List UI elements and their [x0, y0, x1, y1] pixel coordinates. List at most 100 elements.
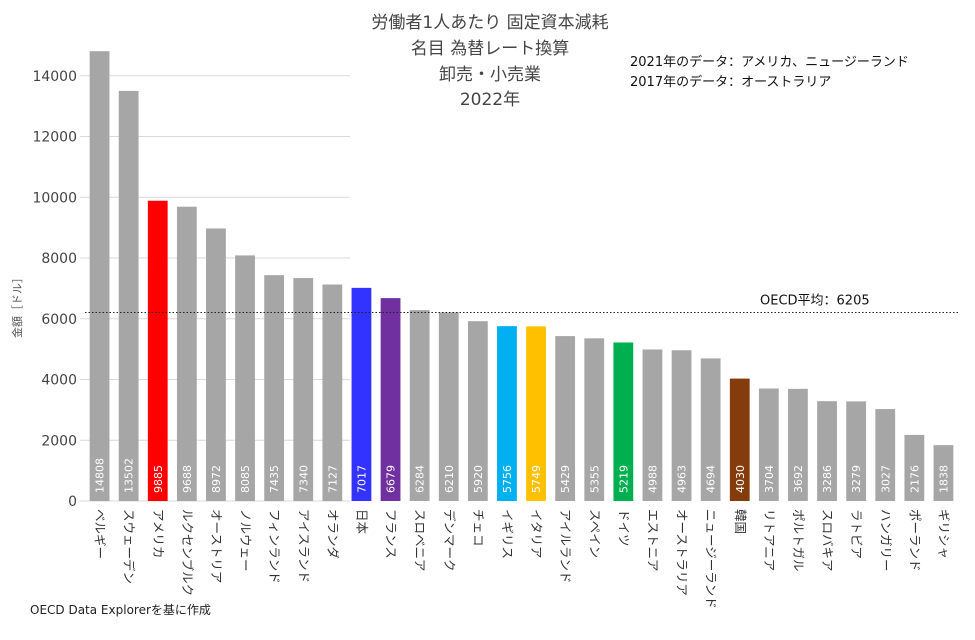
x-tick-label: 日本 — [354, 509, 369, 535]
bar-value-label: 4030 — [734, 465, 747, 493]
x-tick-label: イギリス — [500, 509, 515, 559]
bar — [206, 228, 226, 501]
chart-title-line-4: 2022年 — [460, 90, 520, 110]
x-tick-label: デンマーク — [442, 509, 457, 572]
bar-value-label: 3692 — [792, 465, 805, 493]
x-tick-label: スペイン — [587, 509, 602, 558]
bar — [817, 401, 837, 501]
x-tick-label: エストニア — [645, 509, 660, 572]
bar — [467, 321, 488, 501]
bar — [293, 278, 314, 501]
bar-value-label: 6679 — [385, 465, 398, 493]
y-tick-label: 4000 — [41, 373, 77, 389]
x-tick-label: オーストリア — [209, 509, 224, 583]
x-tick-label: ドイツ — [616, 509, 631, 547]
bar-value-label: 9688 — [181, 465, 194, 493]
x-tick-label: チェコ — [471, 509, 486, 547]
x-tick-label: ニュージーランド — [704, 509, 719, 609]
x-tick-label: スウェーデン — [122, 509, 137, 584]
x-tick-label: フィンランド — [267, 509, 282, 584]
bar-value-label: 6284 — [414, 465, 427, 493]
x-tick-label: ノルウェー — [238, 509, 253, 572]
bar — [846, 401, 867, 501]
bar-value-label: 8085 — [239, 465, 252, 493]
x-tick-label: アイスランド — [296, 509, 311, 583]
bar — [904, 434, 925, 501]
x-tick-label: スロベニア — [413, 509, 428, 572]
bar-value-label: 2176 — [908, 465, 921, 493]
x-tick-label: ギリシャ — [936, 509, 951, 559]
y-tick-label: 12000 — [32, 130, 77, 146]
bar-value-label: 4694 — [705, 465, 718, 493]
y-tick-label: 6000 — [41, 312, 77, 328]
bar — [875, 409, 896, 501]
y-tick-label: 14000 — [32, 69, 77, 85]
chart-title-line-1: 労働者1人あたり 固定資本減耗 — [371, 13, 608, 33]
bar — [118, 90, 139, 502]
bar — [758, 388, 779, 501]
bar — [555, 336, 576, 501]
bar — [380, 298, 401, 501]
x-tick-label: リトアニア — [762, 509, 777, 571]
x-tick-label: ハンガリー — [878, 509, 893, 572]
bar — [147, 200, 168, 502]
bar — [89, 51, 110, 501]
bar — [322, 284, 343, 501]
bar — [729, 378, 750, 501]
bar-value-label: 5355 — [588, 465, 601, 493]
bar — [788, 388, 808, 501]
y-tick-label: 8000 — [41, 251, 77, 267]
bar — [351, 287, 372, 501]
chart-title-line-3: 卸売・小売業 — [439, 65, 541, 85]
y-tick-label: 10000 — [32, 190, 77, 206]
bars: 14808 13502 9885 9688 8972 8085 7435 7340 7127 70… — [89, 51, 954, 502]
bar-value-label: 3027 — [879, 465, 892, 493]
bar-value-label: 6210 — [443, 465, 456, 493]
bar-value-label: 9885 — [152, 465, 165, 493]
bar-value-label: 3704 — [763, 465, 776, 493]
bar-value-label: 8972 — [210, 465, 223, 493]
bar — [933, 445, 954, 501]
average-label: OECD平均：6205 — [760, 294, 870, 309]
bar — [642, 349, 663, 501]
bar — [409, 310, 430, 501]
y-tick-label: 2000 — [41, 433, 77, 449]
bar — [671, 350, 692, 501]
x-tick-label: フランス — [384, 509, 399, 559]
bar-value-label: 3286 — [821, 465, 834, 493]
bar-value-label: 5219 — [617, 465, 630, 493]
x-tick-label: ベルギー — [93, 509, 108, 559]
bar-value-label: 7340 — [297, 465, 310, 493]
bar — [584, 338, 605, 501]
x-tick-label: ポルトガル — [791, 509, 806, 572]
bar — [526, 326, 546, 501]
y-axis-label: 金額［ドル］ — [10, 272, 24, 338]
bar-value-label: 3279 — [850, 465, 863, 493]
bar-value-label: 14808 — [94, 458, 107, 493]
x-tick-label: ラトビア — [849, 509, 864, 559]
bar-value-label: 7017 — [355, 465, 368, 493]
x-tick-label: スロバキア — [820, 509, 835, 572]
x-axis-labels: ベルギー スウェーデン アメリカ ルクセンブルク オーストリア ノルウェー フィンランド アイ… — [93, 509, 952, 609]
x-tick-label: アメリカ — [151, 509, 166, 558]
x-tick-label: ルクセンブルク — [180, 509, 195, 596]
bar — [700, 358, 721, 501]
source-note: OECD Data Explorerを基に作成 — [30, 603, 211, 617]
bar-value-label: 1838 — [937, 465, 950, 493]
x-tick-label: イタリア — [529, 509, 544, 559]
bar-value-label: 5920 — [472, 465, 485, 493]
bar — [176, 206, 197, 502]
bar — [497, 326, 517, 501]
bar-value-label: 4988 — [646, 465, 659, 493]
x-tick-label: 韓国 — [733, 509, 748, 534]
bar-value-label: 5756 — [501, 465, 514, 493]
bar — [264, 275, 285, 501]
bar-value-label: 7435 — [268, 465, 281, 493]
bar — [613, 342, 634, 501]
y-tick-label: 0 — [68, 494, 77, 510]
data-note-2021: 2021年のデータ：アメリカ、ニュージーランド — [630, 54, 909, 70]
x-tick-label: オーストラリア — [675, 509, 690, 596]
data-note-2017: 2017年のデータ：オーストラリア — [630, 74, 831, 90]
